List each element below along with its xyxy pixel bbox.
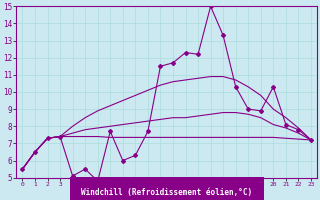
X-axis label: Windchill (Refroidissement éolien,°C): Windchill (Refroidissement éolien,°C) — [81, 188, 252, 197]
